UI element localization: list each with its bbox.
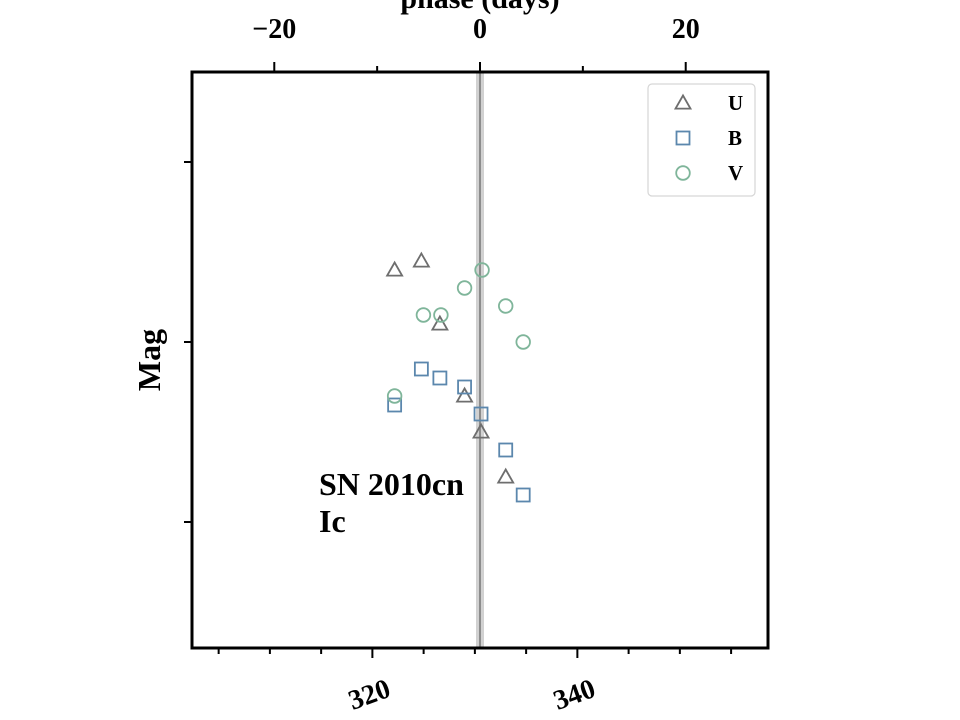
legend-marker-v bbox=[675, 165, 691, 181]
data-point-u bbox=[430, 314, 449, 331]
data-point-v bbox=[456, 280, 473, 296]
series-v bbox=[386, 262, 531, 404]
series-b bbox=[387, 361, 531, 503]
top-axis: −20 0 20 bbox=[252, 14, 700, 72]
data-point-v bbox=[474, 262, 490, 278]
data-point-b bbox=[473, 406, 489, 422]
legend-item-b: B bbox=[675, 126, 742, 150]
data-point-v bbox=[433, 307, 449, 323]
legend-marker-u bbox=[673, 93, 693, 110]
legend-item-v: V bbox=[675, 161, 743, 185]
data-point-b bbox=[498, 442, 514, 458]
data-point-v bbox=[515, 334, 531, 350]
top-tick-label: 0 bbox=[473, 14, 487, 45]
top-tick-label: −20 bbox=[252, 14, 296, 45]
top-axis-label: phase (days) bbox=[400, 0, 559, 15]
data-point-u bbox=[412, 251, 431, 268]
annotation-name: SN 2010cn bbox=[319, 466, 464, 502]
data-point-b bbox=[515, 487, 531, 503]
legend-marker-b bbox=[675, 130, 691, 146]
data-point-v bbox=[386, 388, 403, 404]
legend-items: UBV bbox=[673, 91, 743, 185]
top-tick-label: 20 bbox=[672, 14, 700, 45]
data-point-u bbox=[471, 422, 491, 439]
data-point-v bbox=[415, 307, 432, 323]
legend-box bbox=[647, 83, 756, 197]
legend: UBV bbox=[647, 83, 756, 197]
data-points bbox=[385, 251, 531, 503]
legend-label: V bbox=[728, 161, 743, 185]
data-point-b bbox=[387, 397, 403, 413]
data-point-u bbox=[496, 467, 515, 484]
legend-label: U bbox=[728, 91, 743, 115]
y-axis bbox=[184, 161, 192, 523]
annotation-type: Ic bbox=[319, 503, 346, 539]
data-point-b bbox=[457, 379, 472, 395]
series-u bbox=[385, 251, 515, 484]
data-point-b bbox=[413, 361, 429, 377]
data-point-u bbox=[385, 260, 404, 277]
legend-item-u: U bbox=[673, 91, 743, 115]
data-point-b bbox=[432, 370, 448, 386]
legend-label: B bbox=[728, 126, 742, 150]
data-point-u bbox=[455, 386, 474, 403]
data-point-v bbox=[498, 298, 514, 314]
peak-band bbox=[476, 72, 484, 648]
y-axis-label: Mag bbox=[131, 329, 167, 391]
